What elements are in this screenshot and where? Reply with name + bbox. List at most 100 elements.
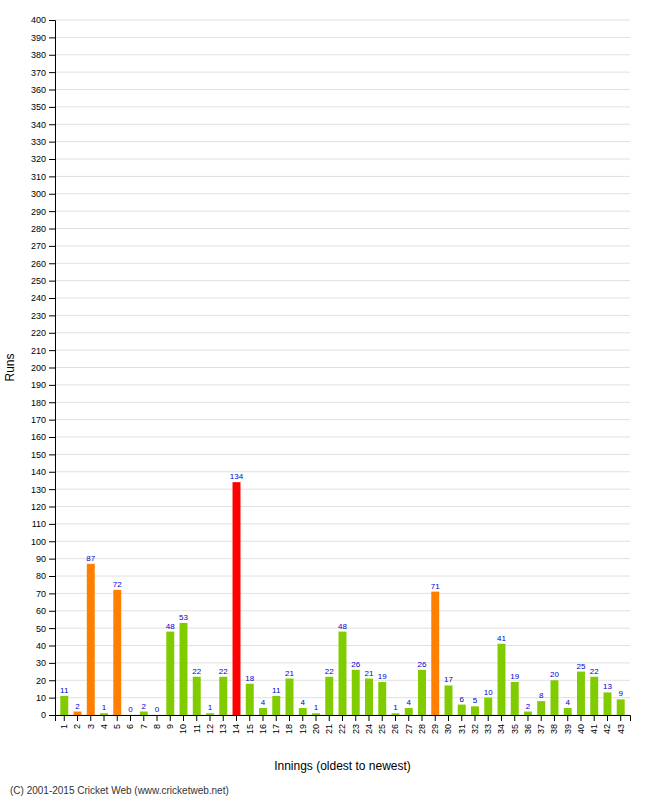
grid-line (55, 176, 630, 177)
y-tick-label: 400 (31, 15, 46, 25)
y-tick: 170 (31, 415, 55, 425)
x-tick-label: 9 (165, 724, 175, 729)
y-tick-mark (49, 333, 55, 334)
x-tick-label: 34 (496, 724, 506, 734)
data-labels: 1128717202048532212213418411214122482621… (60, 472, 623, 714)
x-tick: 7 (139, 715, 149, 729)
y-tick-mark (49, 420, 55, 421)
x-tick-mark (302, 715, 303, 721)
y-tick: 300 (31, 189, 55, 199)
y-tick-label: 110 (32, 519, 46, 529)
x-tick: 31 (457, 715, 467, 734)
data-label: 4 (301, 698, 306, 707)
x-tick: 38 (549, 715, 559, 734)
plot: 1128717202048532212213418411214122482621… (31, 15, 631, 734)
y-tick: 180 (31, 398, 55, 408)
footer: (C) 2001-2015 Cricket Web (www.cricketwe… (10, 785, 229, 796)
x-tick-mark (117, 715, 118, 721)
y-tick-label: 230 (31, 311, 46, 321)
x-tick: 9 (165, 715, 175, 729)
y-tick-label: 350 (31, 102, 46, 112)
data-label: 2 (526, 702, 531, 711)
y-tick: 200 (31, 363, 55, 373)
x-tick-label: 29 (430, 724, 440, 734)
y-tick: 10 (36, 693, 55, 703)
y-tick: 210 (31, 346, 55, 356)
bar (60, 696, 68, 715)
bar (246, 684, 254, 715)
grid-line (55, 159, 630, 160)
x-tick: 10 (178, 715, 188, 734)
grid-line (55, 437, 630, 438)
y-tick: 230 (31, 311, 55, 321)
bar (100, 713, 108, 715)
y-tick-label: 270 (31, 241, 46, 251)
grid-line (55, 454, 630, 455)
x-tick-mark (183, 715, 184, 721)
y-tick-label: 20 (36, 676, 46, 686)
bar (259, 708, 267, 715)
data-label: 10 (484, 688, 493, 697)
y-axis: 0102030405060708090100110120130140150160… (31, 15, 56, 720)
data-label: 26 (351, 660, 360, 669)
y-tick-label: 360 (31, 85, 46, 95)
x-tick-label: 2 (72, 724, 82, 729)
y-tick-mark (49, 281, 55, 282)
y-tick-label: 150 (31, 450, 46, 460)
x-tick: 18 (284, 715, 294, 734)
y-tick-mark (49, 402, 55, 403)
x-tick-mark (157, 715, 158, 721)
x-tick-label: 26 (390, 724, 400, 734)
x-tick-label: 1 (59, 724, 69, 729)
grid-line (55, 558, 630, 559)
x-tick-label: 41 (589, 724, 599, 734)
x-tick-mark (408, 715, 409, 721)
x-tick-label: 19 (298, 724, 308, 734)
x-tick-label: 7 (139, 724, 149, 729)
x-tick: 8 (152, 715, 162, 729)
y-tick: 140 (31, 467, 55, 477)
x-tick-label: 18 (284, 724, 294, 734)
grid-line (55, 72, 630, 73)
x-tick-mark (580, 715, 581, 721)
x-tick-mark (514, 715, 515, 721)
data-label: 8 (539, 691, 544, 700)
y-tick-label: 370 (31, 68, 46, 78)
x-tick: 28 (417, 715, 427, 734)
y-tick: 240 (31, 293, 55, 303)
y-tick-label: 0 (41, 710, 46, 720)
y-tick-label: 330 (31, 137, 46, 147)
data-label: 2 (142, 702, 147, 711)
x-tick-mark (316, 715, 317, 721)
y-tick-mark (49, 437, 55, 438)
x-tick-mark (170, 715, 171, 721)
y-tick-label: 380 (31, 50, 46, 60)
x-tick-mark (249, 715, 250, 721)
x-tick: 32 (470, 715, 480, 734)
bar (564, 708, 572, 715)
data-label: 1 (208, 703, 213, 712)
y-tick: 120 (31, 502, 55, 512)
y-tick-label: 90 (36, 554, 46, 564)
x-axis: 1234567891011121314151617181920212223242… (56, 715, 631, 734)
y-tick-mark (49, 55, 55, 56)
bar (219, 677, 227, 715)
y-tick-mark (49, 72, 55, 73)
x-tick: 1 (59, 715, 69, 729)
y-tick: 370 (31, 68, 55, 78)
x-tick-label: 21 (324, 724, 334, 734)
bar (458, 705, 466, 715)
y-tick-mark (49, 20, 55, 21)
y-tick: 40 (36, 641, 55, 651)
y-tick-label: 70 (36, 589, 46, 599)
x-tick: 4 (99, 715, 109, 729)
y-tick-mark (49, 159, 55, 160)
bar (471, 706, 479, 715)
y-tick-mark (49, 142, 55, 143)
y-tick-label: 280 (31, 224, 46, 234)
bar (74, 712, 82, 715)
x-tick-label: 16 (258, 724, 268, 734)
x-tick: 26 (390, 715, 400, 734)
x-tick-label: 3 (86, 724, 96, 729)
data-label: 87 (86, 554, 95, 563)
